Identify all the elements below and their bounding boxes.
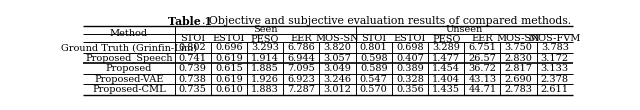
Text: STOI: STOI — [361, 34, 387, 43]
Text: 0.610: 0.610 — [215, 85, 243, 94]
Text: Unseen: Unseen — [445, 25, 483, 34]
Text: 0.407: 0.407 — [396, 54, 424, 63]
Text: 0.619: 0.619 — [215, 75, 243, 84]
Text: 26.57: 26.57 — [468, 54, 496, 63]
Text: 0.598: 0.598 — [360, 54, 388, 63]
Text: 0.802: 0.802 — [179, 43, 207, 52]
Text: Proposed-VAE: Proposed-VAE — [94, 75, 163, 84]
Text: 0.741: 0.741 — [179, 54, 207, 63]
Text: 3.783: 3.783 — [541, 43, 569, 52]
Text: 0.739: 0.739 — [179, 64, 207, 73]
Text: 7.095: 7.095 — [287, 64, 315, 73]
Text: 0.570: 0.570 — [360, 85, 388, 94]
Text: 0.547: 0.547 — [360, 75, 388, 84]
Text: ESTOI: ESTOI — [212, 34, 245, 43]
Text: 1.914: 1.914 — [251, 54, 279, 63]
Text: PESQ: PESQ — [432, 34, 460, 43]
Text: 0.589: 0.589 — [360, 64, 388, 73]
Text: 1.926: 1.926 — [251, 75, 279, 84]
Text: 6.944: 6.944 — [287, 54, 316, 63]
Text: 6.923: 6.923 — [287, 75, 316, 84]
Text: 3.012: 3.012 — [323, 85, 351, 94]
Text: EER: EER — [472, 34, 493, 43]
Text: 0.738: 0.738 — [179, 75, 207, 84]
Text: 3.057: 3.057 — [324, 54, 351, 63]
Text: 0.696: 0.696 — [215, 43, 243, 52]
Text: 2.378: 2.378 — [541, 75, 569, 84]
Text: Proposed_Speech: Proposed_Speech — [85, 53, 173, 63]
Text: 6.786: 6.786 — [287, 43, 315, 52]
Text: 1.435: 1.435 — [432, 85, 460, 94]
Text: Proposed: Proposed — [106, 64, 152, 73]
Text: 3.820: 3.820 — [324, 43, 351, 52]
Text: 0.801: 0.801 — [360, 43, 388, 52]
Text: 3.133: 3.133 — [541, 64, 569, 73]
Text: MOS-FVM: MOS-FVM — [529, 34, 581, 43]
Text: 3.750: 3.750 — [505, 43, 532, 52]
Text: 1.454: 1.454 — [432, 64, 460, 73]
Text: 1.477: 1.477 — [432, 54, 460, 63]
Text: 0.328: 0.328 — [396, 75, 424, 84]
Text: MOS-SN: MOS-SN — [497, 34, 540, 43]
Text: MOS-SN: MOS-SN — [316, 34, 359, 43]
Text: 0.698: 0.698 — [396, 43, 424, 52]
Text: 1.883: 1.883 — [251, 85, 279, 94]
Text: Proposed-CML: Proposed-CML — [92, 85, 166, 94]
Text: . Objective and subjective evaluation results of compared methods.: . Objective and subjective evaluation re… — [202, 16, 571, 26]
Text: 0.389: 0.389 — [396, 64, 424, 73]
Text: 0.619: 0.619 — [215, 54, 243, 63]
Text: 3.246: 3.246 — [323, 75, 351, 84]
Text: 2.611: 2.611 — [541, 85, 569, 94]
Text: 3.172: 3.172 — [541, 54, 569, 63]
Text: 0.735: 0.735 — [179, 85, 207, 94]
Text: Method: Method — [110, 29, 148, 38]
Text: 2.817: 2.817 — [504, 64, 532, 73]
Text: EER: EER — [291, 34, 312, 43]
Text: 3.049: 3.049 — [324, 64, 351, 73]
Text: 1.404: 1.404 — [432, 75, 460, 84]
Text: 6.751: 6.751 — [468, 43, 496, 52]
Text: PESQ: PESQ — [251, 34, 279, 43]
Text: STOI: STOI — [180, 34, 205, 43]
Text: 2.690: 2.690 — [505, 75, 532, 84]
Text: 0.356: 0.356 — [396, 85, 424, 94]
Text: 43.13: 43.13 — [468, 75, 497, 84]
Text: 7.287: 7.287 — [287, 85, 316, 94]
Text: 1.885: 1.885 — [252, 64, 279, 73]
Text: ESTOI: ESTOI — [394, 34, 426, 43]
Text: 0.615: 0.615 — [215, 64, 243, 73]
Text: Seen: Seen — [253, 25, 277, 34]
Text: 44.71: 44.71 — [468, 85, 497, 94]
Text: 2.830: 2.830 — [505, 54, 532, 63]
Text: 36.72: 36.72 — [468, 64, 497, 73]
Text: 2.783: 2.783 — [504, 85, 532, 94]
Text: 3.289: 3.289 — [432, 43, 460, 52]
Text: Table 1: Table 1 — [168, 16, 212, 27]
Text: 3.293: 3.293 — [251, 43, 279, 52]
Text: Ground Truth (Grinfin-Lim): Ground Truth (Grinfin-Lim) — [61, 43, 197, 52]
